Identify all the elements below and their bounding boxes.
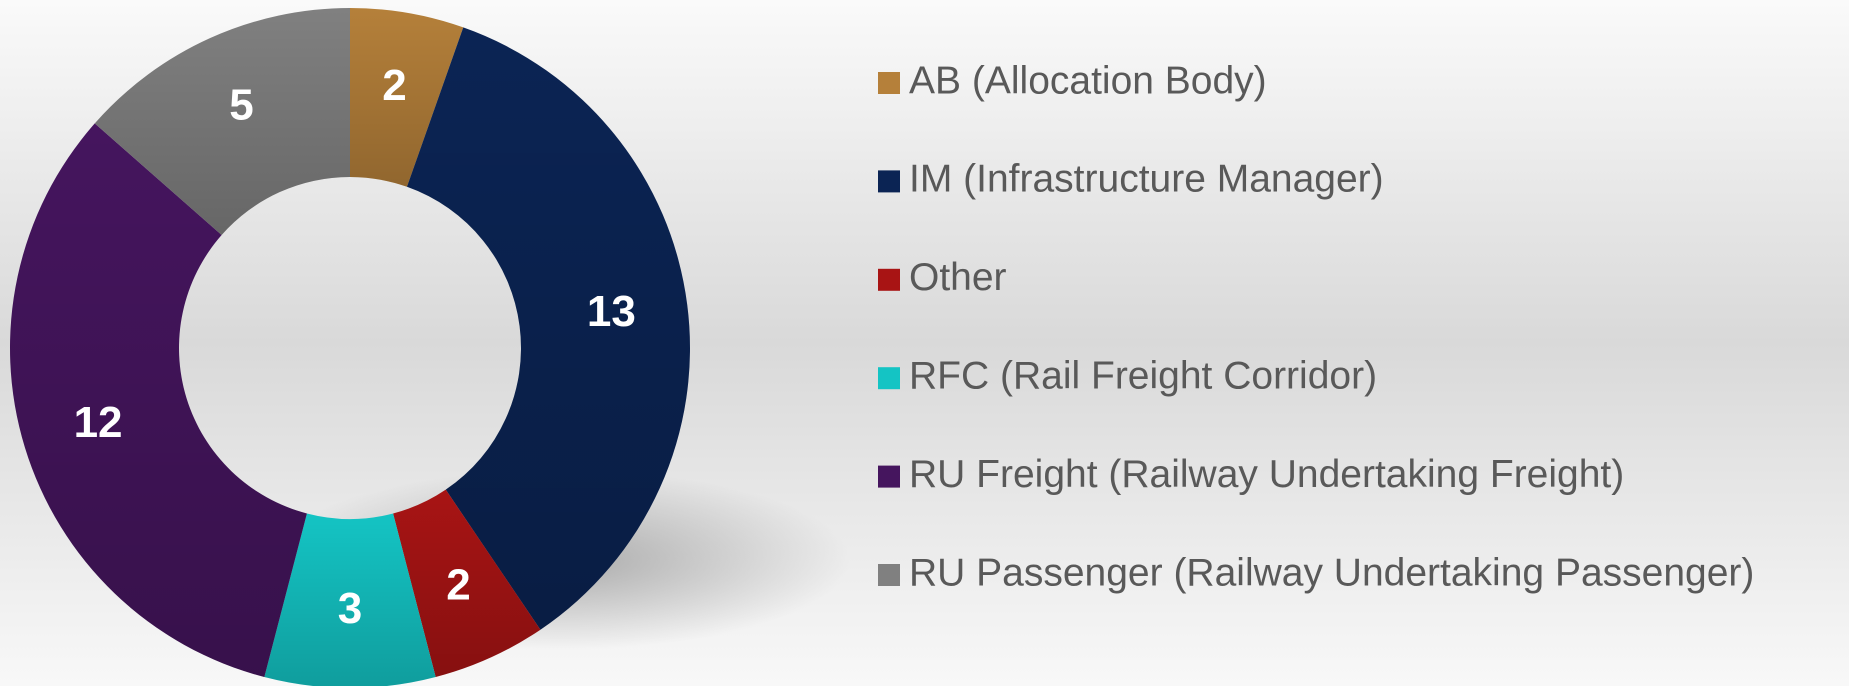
legend-swatch	[878, 367, 900, 390]
legend-label: RU Freight (Railway Undertaking Freight)	[909, 453, 1624, 496]
data-label: 5	[229, 81, 253, 130]
data-label: 3	[338, 584, 362, 633]
data-label: 12	[74, 398, 123, 447]
legend-swatch	[878, 170, 900, 193]
data-label: 2	[446, 561, 470, 610]
legend-label: RU Passenger (Railway Undertaking Passen…	[909, 551, 1754, 594]
data-label: 2	[382, 61, 406, 110]
donut: 2 13 2 3 12 5	[10, 8, 690, 686]
slice-shading	[10, 123, 307, 678]
legend-label: AB (Allocation Body)	[909, 59, 1267, 102]
legend-label: IM (Infrastructure Manager)	[909, 158, 1384, 201]
data-label: 13	[587, 287, 636, 336]
legend-swatch	[878, 465, 900, 488]
legend-label: RFC (Rail Freight Corridor)	[909, 354, 1377, 397]
slice-shading	[406, 27, 690, 630]
legend: AB (Allocation Body) IM (Infrastructure M…	[878, 59, 1754, 594]
legend-label: Other	[909, 256, 1007, 299]
legend-swatch	[878, 564, 900, 586]
slice-shading	[350, 8, 464, 187]
slice-shading	[393, 489, 541, 678]
legend-swatch	[878, 268, 900, 291]
slice-shading	[94, 8, 350, 236]
legend-swatch	[878, 72, 900, 94]
slice-shading	[264, 513, 436, 686]
